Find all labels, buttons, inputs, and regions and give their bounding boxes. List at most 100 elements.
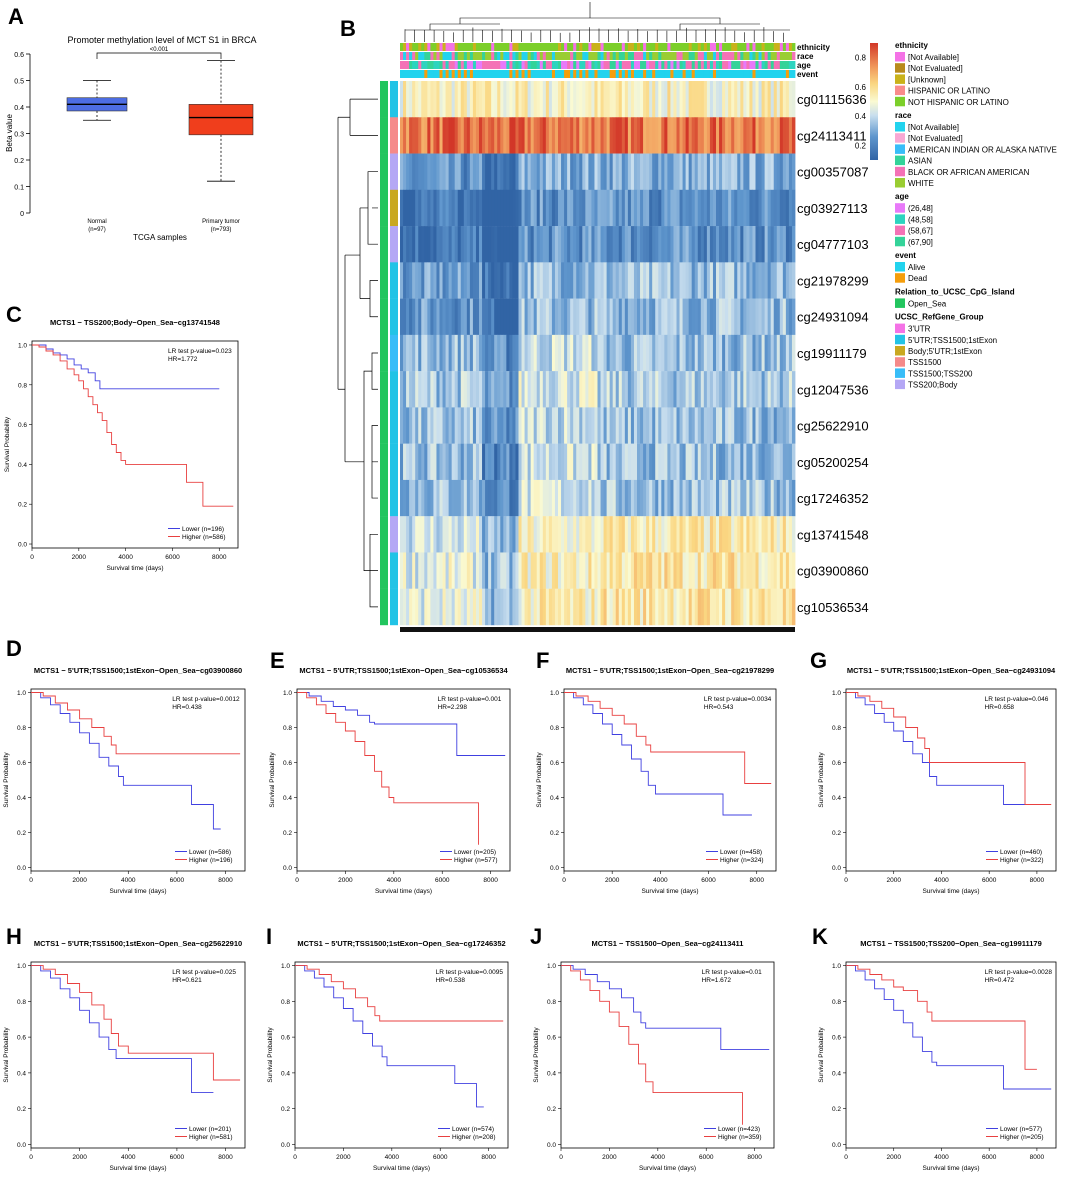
legend-label: [Not Available] xyxy=(908,53,959,62)
heatmap-cell xyxy=(515,552,519,589)
heatmap-cell xyxy=(482,226,486,263)
heatmap-cell xyxy=(646,117,650,154)
heatmap-cell xyxy=(509,226,513,263)
heatmap-cell xyxy=(646,407,650,444)
heatmap-cell xyxy=(703,371,708,408)
annotation-cell xyxy=(439,52,443,60)
annotation-cell xyxy=(448,70,453,78)
y-tick-label-g: 0.2 xyxy=(832,830,841,837)
y-tick-label-g: 0.4 xyxy=(832,795,841,802)
heatmap-cell xyxy=(637,588,641,626)
heatmap-cell xyxy=(600,552,604,589)
heatmap-cell xyxy=(585,334,589,372)
legend-label-i: Higher (n=208) xyxy=(452,1134,496,1141)
annotation-cell xyxy=(482,61,486,69)
heatmap-cell xyxy=(700,443,705,481)
heatmap-cell xyxy=(494,552,498,589)
row-cpg-island-bar xyxy=(380,479,388,517)
heatmap-cell xyxy=(536,371,541,408)
heatmap-cell xyxy=(737,226,741,263)
heatmap-cell xyxy=(755,117,759,154)
heatmap-cell xyxy=(439,479,443,517)
heatmap-cell xyxy=(561,153,565,190)
heatmap-cell xyxy=(712,479,717,517)
heatmap-cell xyxy=(791,479,796,517)
x-tick-label-e: 4000 xyxy=(387,877,402,884)
heatmap-cell xyxy=(451,189,456,227)
heatmap-cell xyxy=(767,479,772,517)
annotation-cell xyxy=(597,61,601,69)
heatmap-cell xyxy=(400,588,404,626)
legend-swatch xyxy=(895,357,905,367)
annotation-cell xyxy=(670,61,674,69)
heatmap-cell xyxy=(752,588,756,626)
annotation-cell xyxy=(746,61,750,69)
x-tick-label-f: 2000 xyxy=(605,877,620,884)
heatmap-cell xyxy=(785,371,790,408)
annotation-cell xyxy=(576,43,580,51)
heatmap-cell xyxy=(494,226,498,263)
heatmap-cell xyxy=(567,298,571,336)
heatmap-cell xyxy=(752,298,756,336)
heatmap-cell xyxy=(667,153,671,190)
stat-hr-i: HR=0.538 xyxy=(436,977,466,984)
annotation-cell xyxy=(536,43,541,51)
heatmap-cell xyxy=(719,407,723,444)
heatmap-cell xyxy=(451,81,456,118)
heatmap-cell xyxy=(658,262,662,299)
heatmap-cell xyxy=(722,262,726,299)
heatmap-cell xyxy=(427,334,431,372)
heatmap-cell xyxy=(606,298,611,336)
x-tick-label-c: 4000 xyxy=(118,554,133,561)
heatmap-cell xyxy=(570,552,574,589)
heatmap-cell xyxy=(530,298,535,336)
annotation-cell xyxy=(403,43,407,51)
heatmap-cell xyxy=(719,298,723,336)
heatmap-cell xyxy=(418,443,422,481)
annotation-cell xyxy=(442,52,446,60)
annotation-cell xyxy=(679,61,683,69)
annotation-cell xyxy=(722,52,726,60)
heatmap-cell xyxy=(539,334,544,372)
heatmap-cell xyxy=(764,226,769,263)
heatmap-cell xyxy=(457,334,462,372)
heatmap-cell xyxy=(588,407,592,444)
heatmap-cell xyxy=(667,552,671,589)
km-chart-c: MCTS1 − TSS200;Body−Open_Sea−cg137415480… xyxy=(4,318,239,572)
heatmap-cell xyxy=(527,117,532,154)
heatmap-cell xyxy=(670,81,674,118)
annotation-cell xyxy=(518,52,522,60)
row-label: cg17246352 xyxy=(797,491,869,506)
heatmap-cell xyxy=(612,479,617,517)
heatmap-cell xyxy=(746,262,750,299)
heatmap-cell xyxy=(472,443,477,481)
annotation-cell xyxy=(691,52,696,60)
annotation-cell xyxy=(746,43,750,51)
heatmap-cell xyxy=(460,516,465,553)
x-tick-label-i: 0 xyxy=(293,1154,297,1161)
legend-label-f: Lower (n=458) xyxy=(720,849,762,856)
heatmap-cell xyxy=(791,262,796,299)
annotation-cell xyxy=(752,43,756,51)
heatmap-cell xyxy=(406,226,410,263)
heatmap-cell xyxy=(640,262,644,299)
heatmap-cell xyxy=(685,117,690,154)
heatmap-cell xyxy=(573,552,577,589)
heatmap-cell xyxy=(740,226,744,263)
heatmap-cell xyxy=(500,371,504,408)
heatmap-cell xyxy=(442,189,446,227)
heatmap-cell xyxy=(436,226,440,263)
legend-swatch xyxy=(895,368,905,378)
heatmap-cell xyxy=(460,407,465,444)
legend-title: UCSC_RefGene_Group xyxy=(895,313,984,322)
heatmap-cell xyxy=(667,371,671,408)
heatmap-cell xyxy=(600,298,604,336)
heatmap-cell xyxy=(709,189,714,227)
x-tick-label-i: 4000 xyxy=(385,1154,400,1161)
heatmap-cell xyxy=(737,479,741,517)
heatmap-cell xyxy=(682,117,687,154)
km-curve-f-higher xyxy=(564,692,772,784)
annotation-cell xyxy=(788,43,793,51)
heatmap-cell xyxy=(694,479,699,517)
heatmap-cell xyxy=(445,407,450,444)
